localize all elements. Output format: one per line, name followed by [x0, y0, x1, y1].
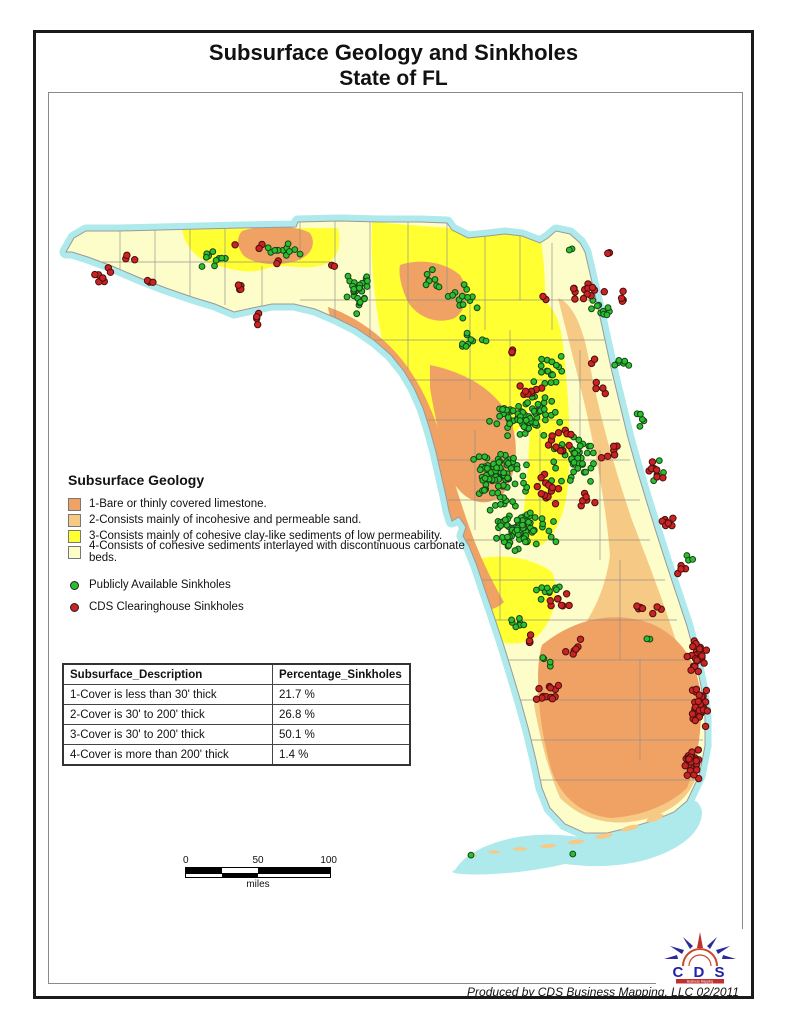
green-sinkhole-icon — [70, 580, 79, 590]
scale-tick-50: 50 — [252, 855, 264, 866]
table-header-description: Subsurface_Description — [62, 663, 273, 685]
cds-logo-text: C D S — [672, 964, 727, 981]
table-cell-desc-2: 2-Cover is 30' to 200' thick — [62, 704, 273, 725]
table-cell-pct-4: 1.4 % — [272, 744, 411, 766]
table-cell-pct-2: 26.8 % — [272, 704, 411, 725]
legend-label-3: 3-Consists mainly of cohesive clay-like … — [89, 530, 443, 542]
table-header-percentage: Percentage_Sinkholes — [272, 663, 411, 685]
legend-title: Subsurface Geology — [68, 472, 205, 488]
legend-point-red-label: CDS Clearinghouse Sinkholes — [89, 601, 244, 613]
table-cell-pct-1: 21.7 % — [272, 684, 411, 705]
scale-bar-top-row — [185, 867, 331, 874]
table-cell-desc-1: 1-Cover is less than 30' thick — [62, 684, 273, 705]
legend-point-green-label: Publicly Available Sinkholes — [89, 579, 231, 591]
sinkhole-percentage-table: Subsurface_Description Percentage_Sinkho… — [62, 663, 411, 766]
cds-logo-icon: C D S Business Mapping — [664, 932, 736, 984]
legend-item-3: 3-Consists mainly of cohesive clay-like … — [68, 528, 478, 544]
cds-logo: C D S Business Mapping — [656, 929, 743, 984]
legend-swatch-4 — [68, 545, 81, 559]
legend-label-4: 4-Consists of cohesive sediments interla… — [89, 540, 465, 564]
cds-logo-band-text: Business Mapping — [687, 980, 713, 984]
scale-tick-0: 0 — [183, 855, 189, 866]
table-row: 3-Cover is 30' to 200' thick 50.1 % — [62, 724, 411, 745]
scale-bar-unit: miles — [246, 879, 270, 890]
legend-item-4: 4-Consists of cohesive sediments interla… — [68, 540, 478, 564]
table-row: 1-Cover is less than 30' thick 21.7 % — [62, 684, 411, 705]
table-cell-desc-3: 3-Cover is 30' to 200' thick — [62, 724, 273, 745]
page-title: Subsurface Geology and Sinkholes State o… — [33, 40, 754, 91]
legend-swatch-2 — [68, 513, 81, 527]
legend-item-1: 1-Bare or thinly covered limestone. — [68, 496, 478, 512]
table-cell-desc-4: 4-Cover is more than 200' thick — [62, 744, 273, 766]
legend-swatch-1 — [68, 497, 81, 511]
scale-bar-labels: 0 50 100 — [183, 855, 337, 867]
scale-tick-100: 100 — [320, 855, 337, 866]
table-header-row: Subsurface_Description Percentage_Sinkho… — [62, 663, 411, 685]
table-row: 2-Cover is 30' to 200' thick 26.8 % — [62, 704, 411, 725]
legend-item-2: 2-Consists mainly of incohesive and perm… — [68, 512, 478, 528]
title-line-2: State of FL — [339, 67, 448, 90]
legend-point-red: CDS Clearinghouse Sinkholes — [68, 596, 478, 618]
legend-point-green: Publicly Available Sinkholes — [68, 574, 478, 596]
credit-line: Produced by CDS Business Mapping, LLC 02… — [467, 985, 739, 999]
legend-swatch-3 — [68, 529, 81, 543]
table-cell-pct-3: 50.1 % — [272, 724, 411, 745]
title-line-1: Subsurface Geology and Sinkholes — [208, 40, 579, 65]
scale-bar-bottom-row — [185, 874, 331, 878]
scale-bar: 0 50 100 miles — [183, 855, 337, 890]
map-legend: Subsurface Geology 1-Bare or thinly cove… — [68, 472, 478, 618]
legend-label-1: 1-Bare or thinly covered limestone. — [89, 498, 267, 510]
table-row: 4-Cover is more than 200' thick 1.4 % — [62, 744, 411, 766]
legend-label-2: 2-Consists mainly of incohesive and perm… — [89, 514, 362, 526]
red-sinkhole-icon — [70, 602, 79, 612]
